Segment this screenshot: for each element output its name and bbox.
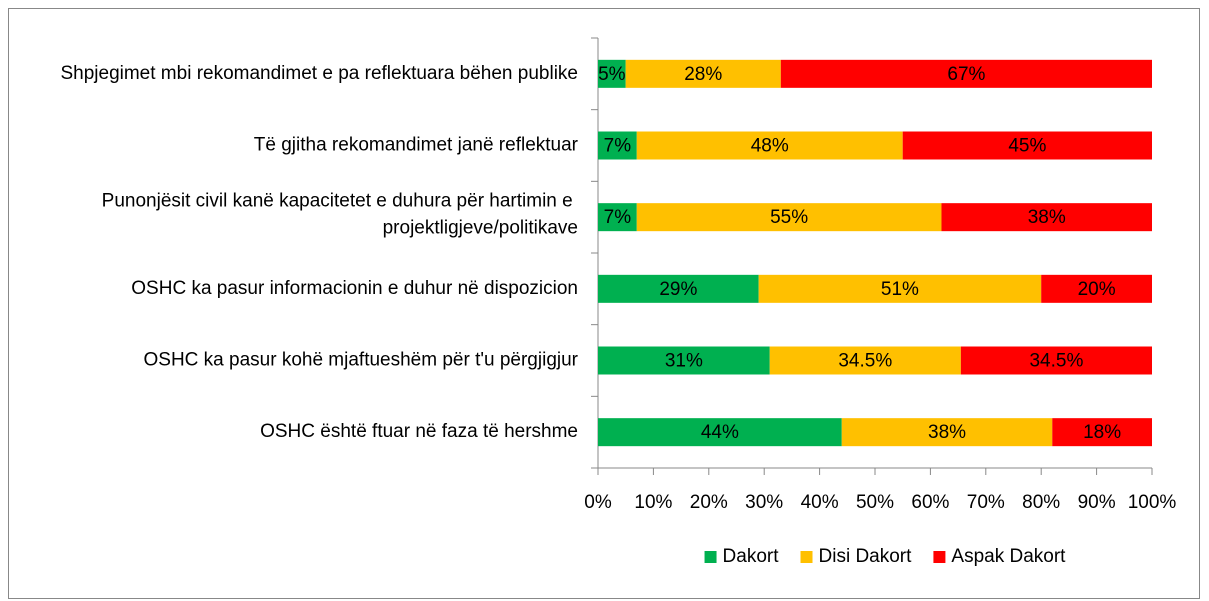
- bar-segment: [769, 346, 961, 375]
- legend-label: Disi Dakort: [819, 546, 913, 567]
- x-tick-label: 100%: [1128, 492, 1177, 513]
- bar-segment: [598, 203, 637, 232]
- category-label: OSHC është ftuar në faza të hershme: [260, 421, 578, 442]
- data-label: 18%: [1083, 422, 1121, 443]
- data-label: 34.5%: [1029, 351, 1083, 372]
- bar-segment: [636, 131, 903, 160]
- legend-label: Aspak Dakort: [951, 546, 1066, 567]
- bar-segment: [598, 131, 637, 160]
- data-label: 20%: [1078, 279, 1116, 300]
- category-label: OSHC ka pasur informacionin e duhur në d…: [131, 278, 578, 299]
- x-tick-label: 60%: [911, 492, 949, 513]
- bar-segment: [598, 274, 759, 303]
- bar-segment: [625, 59, 781, 88]
- legend-swatch: [933, 551, 946, 563]
- x-tick-label: 0%: [584, 492, 612, 513]
- data-label: 55%: [770, 207, 808, 228]
- legend-swatch: [704, 551, 717, 563]
- x-tick-label: 40%: [801, 492, 839, 513]
- bar-segment: [902, 131, 1152, 160]
- x-tick-label: 20%: [690, 492, 728, 513]
- bar-segment: [598, 346, 770, 375]
- bar-segment: [598, 59, 626, 88]
- bar-segment: [598, 418, 842, 447]
- bar-segment: [941, 203, 1152, 232]
- bar-segment: [780, 59, 1152, 88]
- data-label: 51%: [881, 279, 919, 300]
- category-label: Shpjegimet mbi rekomandimet e pa reflekt…: [60, 63, 578, 84]
- data-label: 45%: [1008, 136, 1046, 157]
- data-label: 44%: [701, 422, 739, 443]
- x-tick-label: 50%: [856, 492, 894, 513]
- x-tick-label: 90%: [1078, 492, 1116, 513]
- data-label: 34.5%: [838, 351, 892, 372]
- data-label: 31%: [665, 351, 703, 372]
- data-label: 48%: [751, 136, 789, 157]
- data-label: 5%: [598, 64, 626, 85]
- data-label: 38%: [1028, 207, 1066, 228]
- data-label: 67%: [947, 64, 985, 85]
- legend-item: Disi Dakort: [800, 546, 913, 567]
- bar-segment: [1041, 274, 1152, 303]
- data-label: 28%: [684, 64, 722, 85]
- data-label: 7%: [604, 136, 632, 157]
- data-label: 38%: [928, 422, 966, 443]
- legend-label: Dakort: [723, 546, 780, 567]
- data-label: 29%: [659, 279, 697, 300]
- data-label: 7%: [604, 207, 632, 228]
- legend-item: Aspak Dakort: [933, 546, 1066, 567]
- x-tick-label: 10%: [634, 492, 672, 513]
- category-label: Të gjitha rekomandimet janë reflektuar: [254, 135, 579, 156]
- category-label: OSHC ka pasur kohë mjaftueshëm për t'u p…: [144, 350, 579, 371]
- bar-segment: [636, 203, 942, 232]
- bar-segment: [841, 418, 1053, 447]
- bar-segment: [960, 346, 1152, 375]
- category-label: Punonjësit civil kanë kapacitetet e duhu…: [102, 191, 578, 239]
- legend-swatch: [800, 551, 813, 563]
- bar-segment: [1052, 418, 1152, 447]
- bar-segment: [758, 274, 1042, 303]
- x-tick-label: 70%: [967, 492, 1005, 513]
- legend-item: Dakort: [704, 546, 780, 567]
- x-tick-label: 30%: [745, 492, 783, 513]
- chart-frame: [8, 8, 1200, 599]
- x-tick-label: 80%: [1022, 492, 1060, 513]
